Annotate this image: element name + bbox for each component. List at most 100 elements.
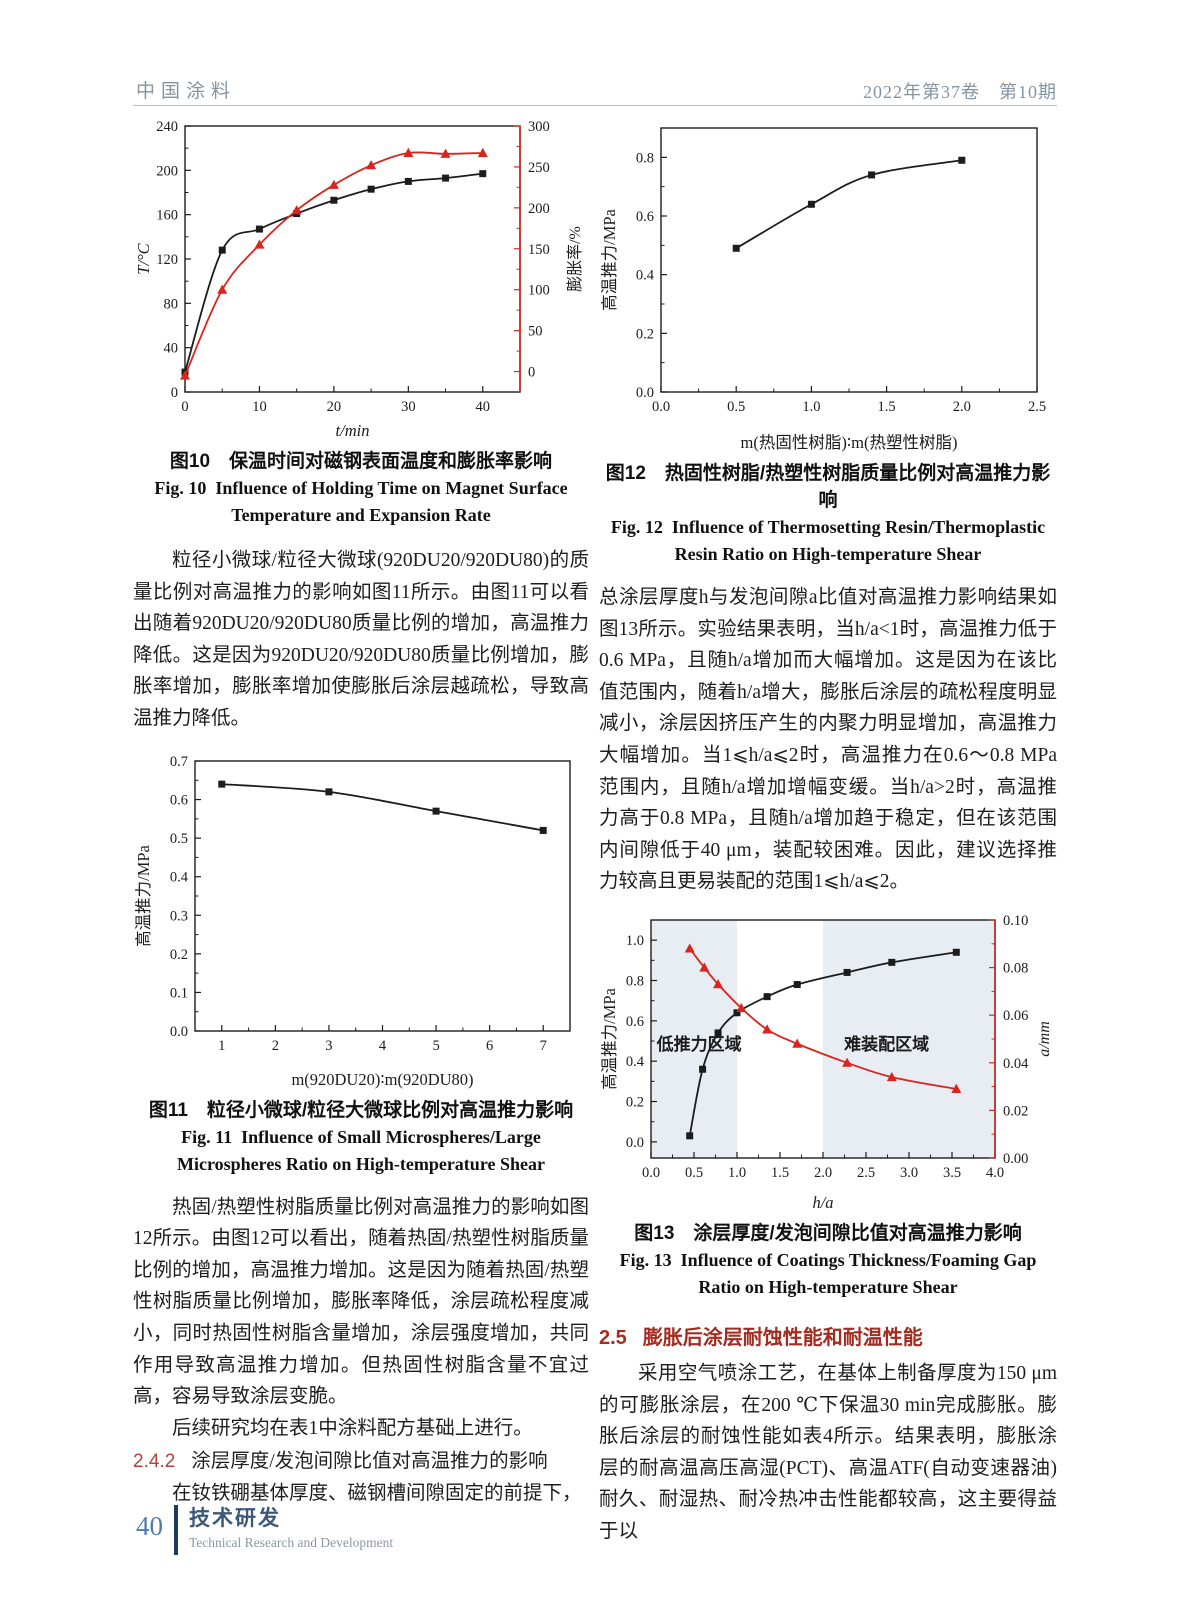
svg-text:1.0: 1.0 bbox=[728, 1165, 746, 1181]
svg-text:0.7: 0.7 bbox=[170, 754, 188, 770]
fig13-caption-cn: 图13 涂层厚度/发泡间隙比值对高温推力影响 bbox=[634, 1222, 1022, 1244]
fig13-chart: 0.0 0.5 1.0 1.5 2.0 2.5 3.0 3.5 4.0 0.0 0.2 0.4 0.6 0… bbox=[600, 913, 1053, 1212]
fig11-caption-en: Fig. 11 Influence of Small Microspheres/… bbox=[181, 1126, 541, 1147]
svg-text:0.2: 0.2 bbox=[170, 946, 188, 962]
fig12-caption-en: Fig. 12 Influence of Thermosetting Resin… bbox=[610, 517, 1046, 537]
svg-text:2.5: 2.5 bbox=[1028, 399, 1046, 415]
fig12-caption-en2: Resin Ratio on High-temperature Shear bbox=[674, 544, 982, 564]
svg-text:0.0: 0.0 bbox=[170, 1024, 188, 1040]
section-heading-2-5: 2.5 膨胀后涂层耐蚀性能和耐温性能 bbox=[599, 1321, 1057, 1350]
svg-text:m(热固性树脂)∶m(热塑性树脂): m(热固性树脂)∶m(热塑性树脂) bbox=[741, 433, 958, 452]
svg-text:0.5: 0.5 bbox=[727, 399, 745, 415]
paragraph: 后续研究均在表1中涂料配方基础上进行。 bbox=[172, 1417, 533, 1439]
left-column: 0 10 20 30 40 0 40 80 120 160 200 240 0 50 100 150 200 25… bbox=[133, 112, 589, 1510]
svg-text:3: 3 bbox=[325, 1038, 332, 1054]
section-title: 涂层厚度/发泡间隙比值对高温推力的影响 bbox=[191, 1451, 548, 1473]
svg-text:高温推力/MPa: 高温推力/MPa bbox=[134, 844, 153, 946]
svg-text:300: 300 bbox=[528, 119, 550, 135]
svg-text:0.0: 0.0 bbox=[626, 1135, 644, 1151]
svg-text:1.0: 1.0 bbox=[802, 399, 820, 415]
svg-text:0.5: 0.5 bbox=[170, 831, 188, 847]
journal-name: 中国涂料 bbox=[136, 81, 237, 102]
svg-text:40: 40 bbox=[476, 399, 491, 415]
footer-section-en: Technical Research and Development bbox=[189, 1535, 394, 1550]
svg-text:难装配区域: 难装配区域 bbox=[843, 1034, 929, 1054]
section-number: 2.4.2 bbox=[133, 1451, 176, 1473]
page-footer: 40 技术研发 Technical Research and Developme… bbox=[136, 1502, 393, 1555]
paragraph: 在钕铁硼基体厚度、磁钢槽间隙固定的前提下， bbox=[172, 1483, 582, 1505]
svg-text:0.1: 0.1 bbox=[170, 985, 188, 1001]
svg-text:0.8: 0.8 bbox=[626, 973, 644, 989]
page-number: 40 bbox=[136, 1511, 163, 1541]
svg-text:2.5: 2.5 bbox=[857, 1165, 875, 1181]
svg-text:0.2: 0.2 bbox=[636, 326, 654, 342]
svg-text:低推力区域: 低推力区域 bbox=[656, 1034, 742, 1054]
fig11-caption-en2: Microspheres Ratio on High-temperature S… bbox=[177, 1153, 545, 1174]
section-number: 2.5 bbox=[599, 1326, 627, 1349]
fig10-caption: 图10 保温时间对磁钢表面温度和膨胀率影响 Fig. 10 Influence … bbox=[133, 448, 589, 529]
footer-section: 技术研发 Technical Research and Development bbox=[189, 1502, 393, 1551]
svg-text:1.0: 1.0 bbox=[626, 933, 644, 949]
svg-text:2: 2 bbox=[272, 1038, 279, 1054]
svg-text:0.02: 0.02 bbox=[1003, 1103, 1028, 1119]
svg-text:0.6: 0.6 bbox=[636, 209, 654, 225]
fig10-caption-en2: Temperature and Expansion Rate bbox=[231, 505, 491, 525]
svg-text:2.0: 2.0 bbox=[953, 399, 971, 415]
svg-text:100: 100 bbox=[528, 283, 550, 299]
svg-text:0.10: 0.10 bbox=[1003, 913, 1028, 929]
svg-text:50: 50 bbox=[528, 324, 543, 340]
fig13-caption-en: Fig. 13 Influence of Coatings Thickness/… bbox=[619, 1249, 1037, 1270]
svg-text:0.8: 0.8 bbox=[636, 150, 654, 166]
issue-info: 2022年第37卷 第10期 bbox=[863, 82, 1057, 102]
svg-text:0.6: 0.6 bbox=[170, 792, 188, 808]
svg-text:3.0: 3.0 bbox=[900, 1165, 918, 1181]
paragraph: 热固/热塑性树脂质量比例对高温推力的影响如图12所示。由图12可以看出，随着热固… bbox=[133, 1196, 589, 1408]
fig10-chart: 0 10 20 30 40 0 40 80 120 160 200 240 0 50 100 150 200 25… bbox=[134, 119, 584, 440]
svg-text:40: 40 bbox=[164, 341, 179, 357]
paragraph: 采用空气喷涂工艺，在基体上制备厚度为150 μm的可膨胀涂层，在200 ℃下保温… bbox=[599, 1362, 1057, 1542]
fig13-caption: 图13 涂层厚度/发泡间隙比值对高温推力影响 Fig. 13 Influence… bbox=[599, 1220, 1057, 1301]
svg-text:t/min: t/min bbox=[336, 421, 370, 440]
svg-text:1: 1 bbox=[218, 1038, 225, 1054]
svg-text:0.4: 0.4 bbox=[626, 1054, 645, 1070]
svg-text:120: 120 bbox=[156, 252, 178, 268]
svg-text:6: 6 bbox=[486, 1038, 493, 1054]
svg-text:0.0: 0.0 bbox=[642, 1165, 660, 1181]
svg-text:150: 150 bbox=[528, 242, 550, 258]
svg-text:0.3: 0.3 bbox=[170, 908, 188, 924]
svg-text:m(920DU20)∶m(920DU80): m(920DU20)∶m(920DU80) bbox=[291, 1070, 473, 1089]
svg-text:0.2: 0.2 bbox=[626, 1094, 644, 1110]
svg-text:0.6: 0.6 bbox=[626, 1014, 644, 1030]
svg-text:0.08: 0.08 bbox=[1003, 961, 1028, 977]
svg-text:3.5: 3.5 bbox=[943, 1165, 961, 1181]
fig11-chart: 1 2 3 4 5 6 7 0.0 0.1 0.2 0.3 0.4 0.5 0.6 0.7 m(920DU20… bbox=[134, 754, 571, 1089]
svg-text:160: 160 bbox=[156, 208, 178, 224]
svg-text:20: 20 bbox=[327, 399, 342, 415]
svg-text:0.0: 0.0 bbox=[652, 399, 670, 415]
svg-text:2.0: 2.0 bbox=[814, 1165, 832, 1181]
footer-divider bbox=[174, 1505, 178, 1555]
svg-text:0: 0 bbox=[528, 365, 535, 381]
svg-text:0.04: 0.04 bbox=[1003, 1056, 1029, 1072]
svg-text:80: 80 bbox=[164, 296, 179, 312]
fig13-caption-en2: Ratio on High-temperature Shear bbox=[698, 1276, 958, 1297]
svg-text:0.00: 0.00 bbox=[1003, 1151, 1028, 1167]
svg-text:7: 7 bbox=[540, 1038, 547, 1054]
fig10-caption-cn: 图10 保温时间对磁钢表面温度和膨胀率影响 bbox=[169, 451, 553, 472]
svg-text:a/mm: a/mm bbox=[1036, 1021, 1053, 1057]
svg-text:膨胀率/%: 膨胀率/% bbox=[566, 226, 584, 292]
svg-text:4: 4 bbox=[379, 1038, 387, 1054]
svg-text:0.0: 0.0 bbox=[636, 385, 654, 401]
svg-text:0: 0 bbox=[181, 399, 188, 415]
svg-text:1.5: 1.5 bbox=[878, 399, 896, 415]
svg-text:0.5: 0.5 bbox=[685, 1165, 703, 1181]
section-title: 膨胀后涂层耐蚀性能和耐温性能 bbox=[642, 1326, 923, 1349]
svg-text:200: 200 bbox=[528, 201, 550, 217]
svg-text:4.0: 4.0 bbox=[986, 1165, 1004, 1181]
svg-text:0.4: 0.4 bbox=[636, 268, 655, 284]
fig12-chart: 0.0 0.5 1.0 1.5 2.0 2.5 0.0 0.2 0.4 0.6 0.8 m(热固性树脂… bbox=[600, 127, 1046, 452]
right-column: 0.0 0.5 1.0 1.5 2.0 2.5 0.0 0.2 0.4 0.6 0.8 m(热固性树脂… bbox=[599, 112, 1057, 1548]
header-rule bbox=[133, 105, 1057, 106]
footer-section-cn: 技术研发 bbox=[189, 1507, 281, 1530]
fig12-caption: 图12 热固性树脂/热塑性树脂质量比例对高温推力影响 Fig. 12 Influ… bbox=[599, 460, 1057, 568]
